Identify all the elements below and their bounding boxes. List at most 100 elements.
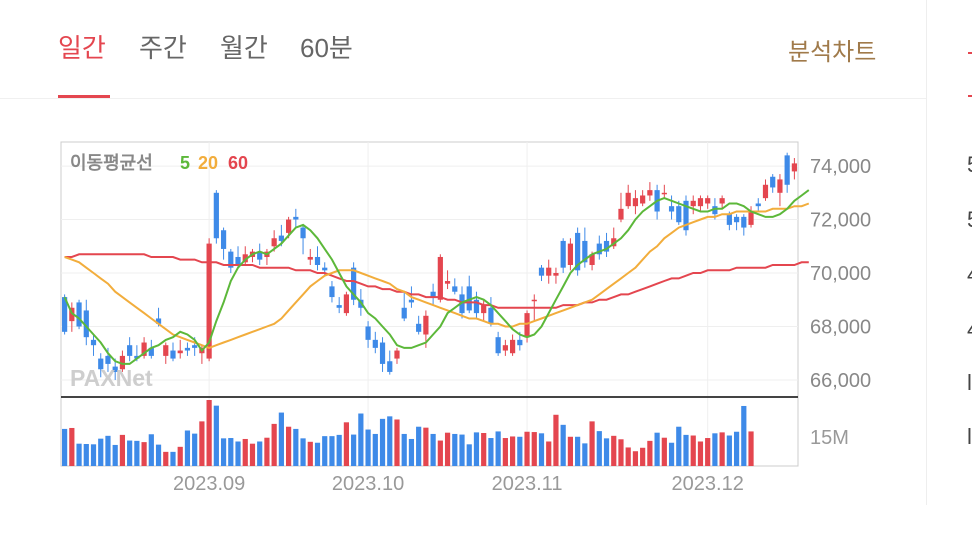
volume-bar	[76, 443, 82, 466]
tab-weekly[interactable]: 주간	[139, 33, 187, 63]
candle-body	[242, 254, 248, 263]
volume-bar	[379, 418, 386, 466]
candle-body	[473, 299, 480, 314]
candle-body	[307, 256, 313, 260]
volume-bar	[567, 436, 573, 466]
price-tick-label: 66,000	[810, 370, 871, 392]
volume-bar	[192, 433, 198, 466]
analysis-chart-link[interactable]: 분석차트	[788, 39, 877, 66]
volume-bar	[748, 431, 754, 466]
candle-body	[625, 192, 631, 207]
volume-bar	[553, 414, 559, 466]
volume-bar	[705, 438, 711, 466]
volume-bar	[509, 436, 516, 466]
edge-text: 5	[967, 152, 972, 178]
candle-body	[220, 230, 227, 249]
volume-bar	[372, 433, 378, 466]
volume-bar	[473, 432, 480, 466]
tab-monthly[interactable]: 월간	[220, 33, 268, 63]
candle-body	[119, 355, 126, 370]
candle-body	[509, 339, 516, 354]
volume-bar	[517, 436, 523, 466]
candle-body	[228, 251, 234, 268]
volume-bar	[235, 441, 241, 466]
candle-body	[676, 206, 682, 223]
candle-body	[466, 286, 472, 311]
candle-body	[387, 361, 393, 372]
volume-bar	[213, 405, 219, 466]
candle-body	[770, 176, 776, 188]
volume-bar	[488, 438, 494, 466]
ma-legend-5: 5	[180, 153, 190, 173]
candle-body	[668, 206, 675, 212]
tab-60min[interactable]: 60분	[300, 33, 353, 63]
candle-body	[314, 256, 321, 265]
volume-bar	[719, 432, 725, 466]
candle-body	[459, 294, 465, 314]
candle-body	[444, 281, 451, 284]
edge-text: l	[967, 370, 972, 395]
tab-daily[interactable]: 일간	[58, 33, 106, 63]
price-tick-label: 74,000	[810, 156, 871, 178]
edge-text: 4	[967, 262, 972, 288]
candle-body	[112, 366, 118, 372]
ma60-line	[64, 253, 809, 309]
volume-bar	[575, 436, 581, 466]
candle-body	[379, 342, 386, 364]
volume-bar	[683, 434, 689, 466]
volume-bar	[408, 438, 415, 466]
candle-body	[257, 251, 263, 260]
ma20-line	[64, 202, 810, 349]
candle-body	[278, 235, 284, 241]
volume-bar	[582, 443, 588, 466]
candle-body	[502, 345, 508, 351]
volume-bar	[98, 438, 104, 466]
candle-body	[741, 216, 747, 228]
volume-bar	[314, 442, 321, 466]
volume-bar	[546, 441, 552, 466]
edge-text: l	[967, 424, 972, 449]
candle-body	[148, 347, 154, 356]
candle-body	[748, 211, 754, 225]
candle-body	[170, 350, 176, 359]
volume-bar	[184, 430, 191, 466]
candle-body	[423, 315, 429, 335]
candle-body	[394, 350, 400, 359]
candle-body	[596, 243, 602, 255]
candle-body	[90, 339, 97, 346]
volume-bar	[733, 431, 740, 466]
candle-body	[322, 267, 328, 271]
volume-bar	[264, 437, 270, 466]
volume-bar	[220, 438, 227, 466]
volume-bar	[611, 435, 617, 466]
volume-bar	[423, 427, 429, 466]
volume-bar	[741, 405, 747, 466]
volume-bar	[690, 435, 696, 466]
candle-body	[213, 192, 219, 239]
candle-body	[589, 254, 595, 265]
volume-bar	[452, 433, 458, 466]
candle-body	[372, 339, 378, 348]
candle-body	[481, 305, 487, 314]
candle-body	[184, 347, 191, 351]
volume-bar	[69, 427, 75, 466]
volume-bar	[495, 431, 501, 466]
candle-body	[271, 238, 277, 247]
candle-body	[437, 256, 443, 300]
volume-bars	[62, 400, 754, 466]
candle-body	[524, 313, 530, 338]
candle-body	[141, 342, 147, 356]
candle-body	[343, 294, 350, 314]
candle-body	[791, 163, 797, 172]
candle-body	[611, 238, 617, 247]
volume-bar	[127, 440, 133, 466]
paxnet-watermark: PAXNet	[70, 365, 153, 391]
candle-body	[235, 256, 241, 265]
moving-averages	[63, 189, 810, 365]
candle-body	[488, 307, 494, 324]
date-tick-label: 2023.10	[332, 473, 404, 490]
volume-bar	[271, 423, 277, 466]
candle-body	[517, 339, 523, 346]
candle-body	[300, 227, 306, 239]
